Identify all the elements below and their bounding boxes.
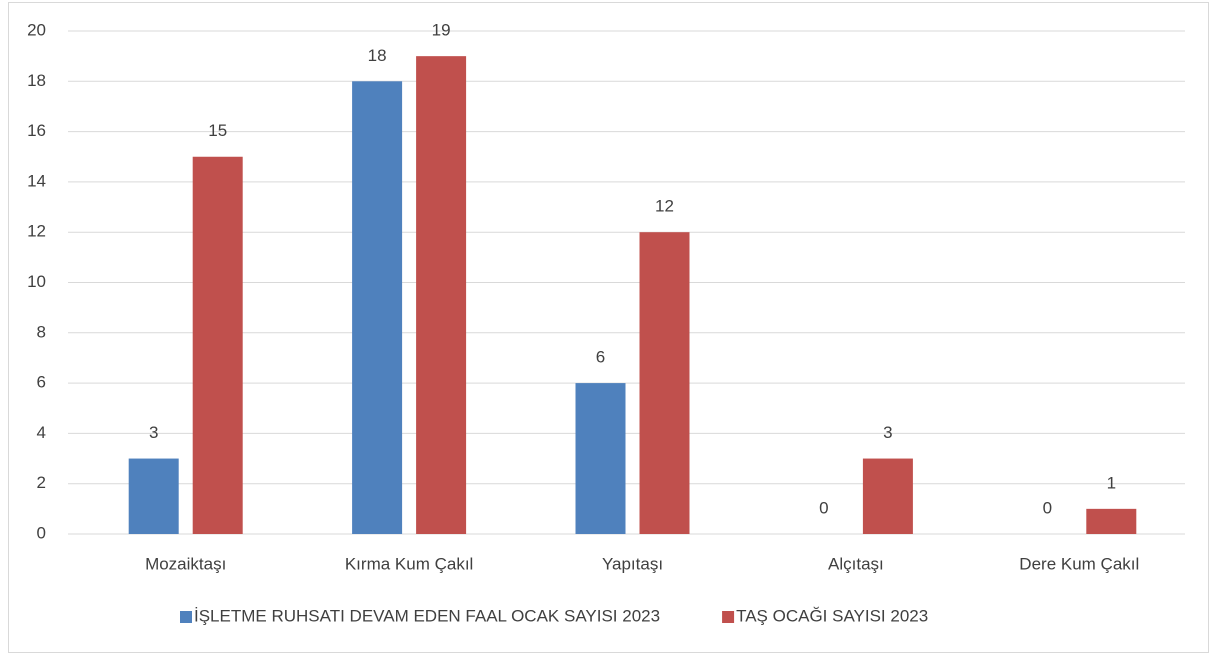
bar [639,232,690,534]
legend-label: İŞLETME RUHSATI DEVAM EDEN FAAL OCAK SAY… [194,606,660,625]
data-label: 0 [1043,498,1052,517]
bar [575,383,626,534]
data-label: 18 [368,46,387,65]
y-tick-label: 2 [37,473,46,492]
bar [862,458,913,534]
y-tick-label: 16 [27,121,46,140]
x-tick-label: Alçıtaşı [828,554,884,573]
data-label: 12 [655,197,674,216]
y-tick-label: 14 [27,171,46,190]
bar [192,156,243,534]
y-tick-label: 4 [37,423,46,442]
y-tick-label: 0 [37,523,46,542]
x-tick-label: Kırma Kum Çakıl [345,554,473,573]
x-tick-label: Mozaiktaşı [145,554,226,573]
x-tick-label: Yapıtaşı [602,554,663,573]
y-tick-label: 6 [37,373,46,392]
data-label: 15 [208,121,227,140]
data-label: 0 [819,498,828,517]
data-label: 3 [149,423,158,442]
y-tick-label: 18 [27,71,46,90]
data-label: 1 [1107,473,1116,492]
y-tick-label: 20 [27,20,46,39]
y-tick-label: 10 [27,272,46,291]
bar [416,56,467,535]
bar [352,81,403,535]
y-tick-label: 8 [37,322,46,341]
legend-swatch [180,611,192,623]
y-tick-label: 12 [27,222,46,241]
x-tick-label: Dere Kum Çakıl [1019,554,1139,573]
data-label: 6 [596,348,605,367]
data-label: 3 [883,423,892,442]
legend-label: TAŞ OCAĞI SAYISI 2023 [736,606,928,625]
data-label: 19 [432,21,451,40]
bar [128,458,179,534]
legend-swatch [722,611,735,623]
bar [1086,508,1137,534]
